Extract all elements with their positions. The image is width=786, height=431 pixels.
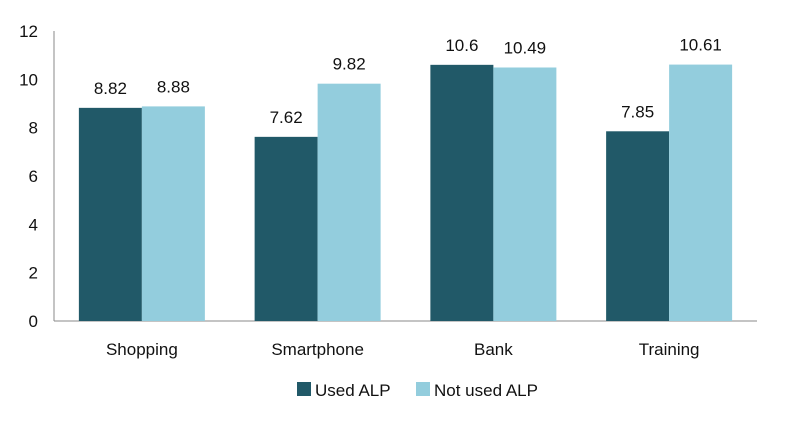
bar-not-used-alp-bank xyxy=(493,67,557,321)
data-label: 10.49 xyxy=(504,38,547,57)
data-label: 10.61 xyxy=(679,36,722,55)
bar-used-alp-shopping xyxy=(78,107,142,321)
y-tick-label: 12 xyxy=(19,22,38,41)
bar-used-alp-bank xyxy=(430,64,494,321)
data-label: 7.62 xyxy=(270,108,303,127)
data-labels: 8.82 8.88 7.62 9.82 10.6 10.49 7.85 10.61 xyxy=(94,36,722,127)
legend-swatch xyxy=(297,382,311,396)
legend-label: Used ALP xyxy=(315,381,391,400)
y-tick-label: 6 xyxy=(29,167,38,186)
y-tick-label: 8 xyxy=(29,119,38,138)
bar-not-used-alp-training xyxy=(669,64,733,321)
legend: Used ALP Not used ALP xyxy=(297,381,538,400)
data-label: 10.6 xyxy=(445,36,478,55)
bar-not-used-alp-shopping xyxy=(141,106,205,322)
bar-used-alp-smartphone xyxy=(254,136,318,321)
bar-not-used-alp-smartphone xyxy=(317,83,381,321)
category-label: Bank xyxy=(474,340,513,359)
category-label: Training xyxy=(639,340,700,359)
legend-swatch xyxy=(416,382,430,396)
y-tick-label: 4 xyxy=(29,215,38,234)
y-tick-label: 10 xyxy=(19,70,38,89)
bars xyxy=(78,64,733,322)
category-label: Smartphone xyxy=(271,340,364,359)
data-label: 7.85 xyxy=(621,102,654,121)
y-tick-label: 0 xyxy=(29,312,38,331)
legend-label: Not used ALP xyxy=(434,381,538,400)
category-labels: Shopping Smartphone Bank Training xyxy=(106,340,700,359)
bar-used-alp-training xyxy=(606,131,670,321)
data-label: 9.82 xyxy=(333,55,366,74)
data-label: 8.88 xyxy=(157,77,190,96)
y-tick-labels: 0 2 4 6 8 10 12 xyxy=(19,22,38,331)
y-tick-label: 2 xyxy=(29,264,38,283)
category-label: Shopping xyxy=(106,340,178,359)
data-label: 8.82 xyxy=(94,79,127,98)
